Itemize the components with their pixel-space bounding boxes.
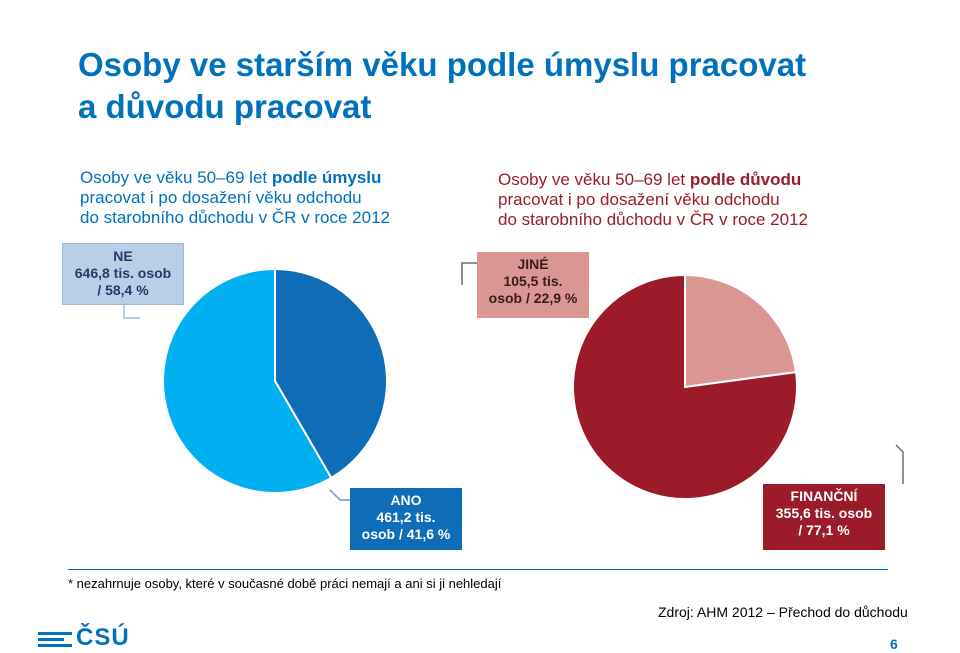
logo-bars-icon	[38, 632, 72, 650]
label-jine: JINÉ 105,5 tis. osob / 22,9 %	[477, 252, 589, 318]
slide-title-line2: a důvodu pracovat	[78, 88, 372, 125]
label-ne: NE 646,8 tis. osob / 58,4 %	[62, 243, 184, 305]
label-ano-percent: osob / 41,6 %	[361, 526, 451, 542]
right-subtitle-line3: do starobního důchodu v ČR v roce 2012	[498, 210, 808, 229]
left-pie-slice-ano	[274, 267, 388, 480]
footnote: * nezahrnuje osoby, které v současné dob…	[68, 569, 888, 591]
right-chart-subtitle: Osoby ve věku 50–69 let podle důvodu pra…	[498, 170, 918, 230]
slide-title-line1: Osoby ve starším věku podle úmyslu praco…	[78, 46, 807, 83]
label-ne-name: NE	[113, 248, 133, 264]
left-pie-slice-ne	[162, 267, 333, 494]
label-financni-value: 355,6 tis. osob	[775, 505, 873, 521]
right-subtitle-pre: Osoby ve věku 50–69 let	[498, 170, 690, 189]
left-subtitle-pre: Osoby ve věku 50–69 let	[80, 168, 272, 187]
label-ano-name: ANO	[390, 492, 422, 508]
label-financni-name: FINANČNÍ	[790, 488, 858, 504]
label-ano: ANO 461,2 tis. osob / 41,6 %	[350, 488, 462, 550]
leader-line-ne	[123, 305, 140, 319]
left-pie	[162, 267, 388, 494]
label-jine-percent: osob / 22,9 %	[488, 290, 578, 306]
label-ne-value: 646,8 tis. osob	[74, 265, 172, 281]
slide-title: Osoby ve starším věku podle úmyslu praco…	[78, 44, 898, 128]
label-financni: FINANČNÍ 355,6 tis. osob / 77,1 %	[763, 484, 885, 550]
label-jine-name: JINÉ	[517, 256, 549, 272]
label-financni-percent: / 77,1 %	[798, 522, 850, 538]
source-note: Zdroj: AHM 2012 – Přechod do důchodu	[658, 604, 908, 620]
label-jine-value: 105,5 tis.	[503, 273, 563, 289]
csu-logo: ČSÚ	[38, 624, 130, 652]
right-pie-slice-finanční	[572, 273, 798, 500]
left-chart-subtitle: Osoby ve věku 50–69 let podle úmyslu pra…	[80, 168, 440, 228]
left-subtitle-line2: pracovat i po dosažení věku odchodu	[80, 188, 362, 207]
right-subtitle-bold: podle důvodu	[689, 170, 802, 189]
logo-text: ČSÚ	[76, 624, 130, 651]
right-pie-slice-jiné	[684, 273, 798, 389]
right-pie	[572, 273, 798, 500]
right-subtitle-line2: pracovat i po dosažení věku odchodu	[498, 190, 780, 209]
left-subtitle-line3: do starobního důchodu v ČR v roce 2012	[80, 208, 390, 227]
label-ano-value: 461,2 tis.	[376, 509, 436, 525]
page-number: 6	[890, 636, 898, 652]
leader-line-ano	[329, 489, 350, 501]
left-subtitle-bold: podle úmyslu	[271, 168, 382, 187]
label-ne-percent: / 58,4 %	[97, 282, 149, 298]
leader-line-jine	[461, 262, 477, 285]
leader-line-financni	[895, 444, 904, 484]
leader-lines	[123, 262, 904, 501]
